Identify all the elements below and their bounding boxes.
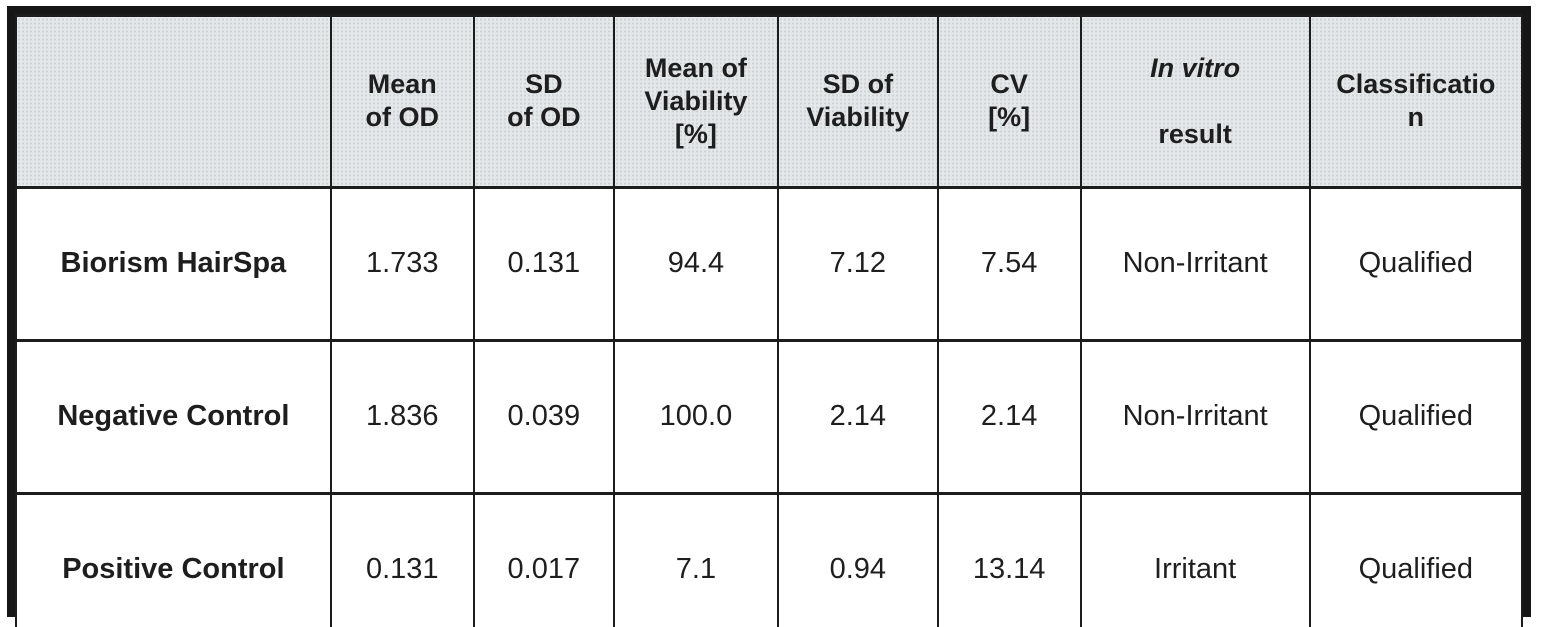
- header-row: Mean of OD SD of OD Mean of Viability [%…: [15, 14, 1524, 189]
- cell-sd-viability: 2.14: [777, 338, 939, 495]
- cell-mean-viability: 7.1: [612, 491, 780, 627]
- cell-mean-viability: 94.4: [612, 185, 780, 342]
- header-classification: Classificatio n: [1308, 14, 1524, 189]
- cell-mean-od: 1.836: [329, 338, 475, 495]
- header-mean-viability: Mean of Viability [%]: [612, 14, 780, 189]
- table-body: Biorism HairSpa 1.733 0.131 94.4 7.12 7.…: [15, 185, 1524, 627]
- table-header: Mean of OD SD of OD Mean of Viability [%…: [15, 14, 1524, 189]
- table-row-positive-control: Positive Control 0.131 0.017 7.1 0.94 13…: [15, 491, 1524, 627]
- cell-mean-od: 1.733: [329, 185, 475, 342]
- results-table: Mean of OD SD of OD Mean of Viability [%…: [15, 14, 1524, 627]
- header-sd-viability: SD of Viability: [777, 14, 939, 189]
- cell-mean-od: 0.131: [329, 491, 475, 627]
- table-row-negative-control: Negative Control 1.836 0.039 100.0 2.14 …: [15, 338, 1524, 495]
- header-blank: [15, 14, 332, 189]
- cell-mean-viability: 100.0: [612, 338, 780, 495]
- cell-in-vitro-result: Non-Irritant: [1079, 185, 1311, 342]
- cell-sd-viability: 7.12: [777, 185, 939, 342]
- cell-cv: 2.14: [936, 338, 1082, 495]
- cell-classification: Qualified: [1308, 338, 1524, 495]
- cell-sd-od: 0.039: [472, 338, 615, 495]
- cell-sd-od: 0.131: [472, 185, 615, 342]
- cell-cv: 13.14: [936, 491, 1082, 627]
- header-cv: CV [%]: [936, 14, 1082, 189]
- cell-in-vitro-result: Non-Irritant: [1079, 338, 1311, 495]
- row-label: Positive Control: [15, 491, 332, 627]
- header-sd-od: SD of OD: [472, 14, 615, 189]
- table-row-biorism-hairspa: Biorism HairSpa 1.733 0.131 94.4 7.12 7.…: [15, 185, 1524, 342]
- cell-in-vitro-result: Irritant: [1079, 491, 1311, 627]
- header-mean-od: Mean of OD: [329, 14, 475, 189]
- header-in-vitro-result: In vitro result: [1079, 14, 1311, 189]
- cell-sd-viability: 0.94: [777, 491, 939, 627]
- row-label: Biorism HairSpa: [15, 185, 332, 342]
- results-table-frame: Mean of OD SD of OD Mean of Viability [%…: [7, 6, 1531, 627]
- cell-cv: 7.54: [936, 185, 1082, 342]
- header-in-vitro-result-word: result: [1158, 118, 1232, 149]
- header-in-vitro-italic: In vitro: [1150, 52, 1241, 83]
- cell-classification: Qualified: [1308, 185, 1524, 342]
- cell-classification: Qualified: [1308, 491, 1524, 627]
- cell-sd-od: 0.017: [472, 491, 615, 627]
- row-label: Negative Control: [15, 338, 332, 495]
